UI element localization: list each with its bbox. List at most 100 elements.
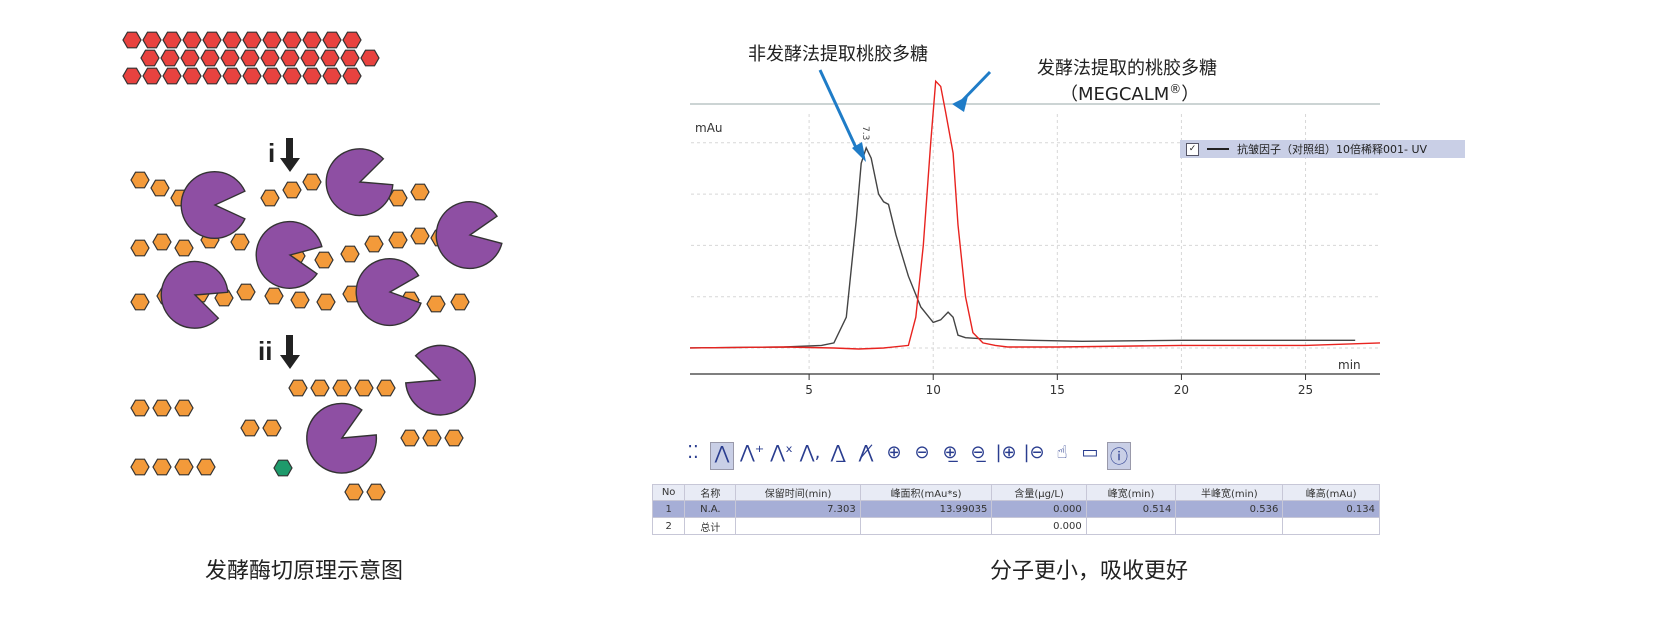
manual-peak-icon[interactable]: ⋀̸ (858, 442, 874, 463)
red-hexagon (302, 67, 322, 85)
orange-hexagon (130, 171, 150, 189)
red-hexagon (280, 49, 300, 67)
enzyme-pacman (293, 391, 388, 487)
red-hexagon (160, 49, 180, 67)
red-hexagon (122, 31, 142, 49)
polysaccharide-chains (122, 31, 380, 85)
brand-close: ） (1181, 84, 1200, 105)
table-header-row: No 名称 保留时间(min) 峰面积(mAu*s) 含量(μg/L) 峰宽(m… (651, 484, 1380, 501)
orange-hexagon (316, 293, 336, 311)
red-hexagon (222, 31, 242, 49)
red-hexagon (282, 67, 302, 85)
cell: 7.303 (735, 500, 861, 518)
green-hexagon (273, 459, 293, 477)
orange-hexagon (314, 251, 334, 269)
cell: 0.000 (991, 517, 1087, 535)
red-hexagon (300, 49, 320, 67)
orange-hexagon (130, 458, 150, 476)
delete-peak-icon[interactable]: ⋀ˣ (770, 442, 794, 463)
red-hexagon (320, 49, 340, 67)
red-hexagon (360, 49, 380, 67)
legend-checkbox[interactable]: ✓ (1186, 142, 1199, 156)
annotation-fermented: 发酵法提取的桃胶多糖 (1037, 58, 1217, 79)
red-hexagon (342, 67, 362, 85)
orange-hexagon (236, 283, 256, 301)
orange-hexagon (262, 419, 282, 437)
red-hexagon (260, 49, 280, 67)
table-row[interactable]: 1 N.A. 7.303 13.99035 0.000 0.514 0.536 … (651, 500, 1380, 518)
orange-hexagon (150, 179, 170, 197)
red-hexagon (340, 49, 360, 67)
fit-icon[interactable]: ⁚⁚ (687, 442, 699, 463)
col-width[interactable]: 峰宽(min) (1085, 484, 1177, 501)
col-retention[interactable]: 保留时间(min) (735, 484, 861, 501)
series-line-2 (690, 79, 1381, 350)
orange-hexagon (290, 291, 310, 309)
enzyme-pacman (316, 139, 401, 226)
col-name[interactable]: 名称 (684, 484, 737, 501)
split-peak-icon[interactable]: ⋀, (799, 442, 821, 463)
legend-label: 抗皱因子（对照组）10倍稀释001- UV (1237, 143, 1428, 156)
baseline-icon[interactable]: ⋀̲ (830, 442, 846, 463)
zoom-out-x-icon[interactable]: |⊖ (1023, 442, 1045, 463)
red-hexagon (242, 31, 262, 49)
cell (735, 517, 861, 535)
ruler-icon[interactable]: ▭ (1081, 442, 1099, 463)
cell (1175, 517, 1284, 535)
x-tick-label: 5 (805, 383, 813, 397)
red-hexagon (242, 67, 262, 85)
annotation-arrow-ferm (952, 70, 992, 112)
red-hexagon (262, 67, 282, 85)
orange-hexagon (340, 245, 360, 263)
brand-open: （MEGCALM (1060, 84, 1170, 105)
red-hexagon (182, 67, 202, 85)
hand-icon[interactable]: ☝ (1056, 442, 1068, 463)
orange-hexagon (422, 429, 442, 447)
cleavage-diagram-svg: i ii (122, 31, 506, 501)
col-content[interactable]: 含量(μg/L) (991, 484, 1087, 501)
zoom-in-y-icon[interactable]: ⊕̲ (942, 442, 958, 463)
orange-hexagon (288, 379, 308, 397)
peak-label: 7.3 (860, 126, 870, 140)
enzyme-cleaving-group (130, 139, 506, 338)
col-half-width[interactable]: 半峰宽(min) (1175, 484, 1284, 501)
cell: 1 (651, 500, 686, 518)
orange-hexagon (282, 181, 302, 199)
orange-hexagon (240, 419, 260, 437)
table-row[interactable]: 2 总计 0.000 (651, 517, 1380, 535)
orange-hexagon (332, 379, 352, 397)
cell: 2 (651, 517, 686, 535)
orange-hexagon (364, 235, 384, 253)
red-hexagon (222, 67, 242, 85)
x-axis-label: min (1338, 358, 1361, 372)
orange-hexagon (410, 227, 430, 245)
enzyme-pacman (430, 196, 506, 275)
cell (1282, 517, 1380, 535)
red-hexagon (202, 67, 222, 85)
orange-hexagon (130, 399, 150, 417)
orange-hexagon (174, 399, 194, 417)
zoom-in-x-icon[interactable]: |⊕ (995, 442, 1017, 463)
step-ii-label: ii (258, 336, 272, 366)
cell (1085, 517, 1177, 535)
info-icon[interactable]: ⓘ (1107, 442, 1132, 470)
col-area[interactable]: 峰面积(mAu*s) (859, 484, 993, 501)
add-peak-icon[interactable]: ⋀⁺ (740, 442, 765, 463)
right-caption: 分子更小，吸收更好 (990, 559, 1189, 584)
orange-hexagon (376, 379, 396, 397)
red-hexagon (140, 49, 160, 67)
zoom-out-icon[interactable]: ⊖ (914, 442, 930, 463)
red-hexagon (240, 49, 260, 67)
col-no[interactable]: No (651, 484, 686, 501)
zoom-out-y-icon[interactable]: ⊖̲ (970, 442, 986, 463)
orange-hexagon (130, 293, 150, 311)
red-hexagon (342, 31, 362, 49)
left-caption: 发酵酶切原理示意图 (205, 559, 404, 584)
col-height[interactable]: 峰高(mAu) (1282, 484, 1380, 501)
zoom-in-icon[interactable]: ⊕ (886, 442, 902, 463)
red-hexagon (142, 31, 162, 49)
peak-icon[interactable]: ⋀ (710, 442, 734, 470)
orange-hexagon (196, 458, 216, 476)
x-tick-label: 10 (926, 383, 941, 397)
orange-hexagon (130, 239, 150, 257)
